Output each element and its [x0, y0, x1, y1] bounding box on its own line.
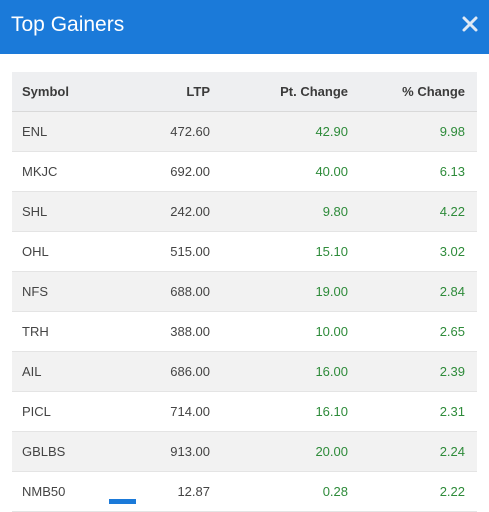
ltp-cell: 242.00 [112, 191, 210, 232]
modal-title: Top Gainers [11, 13, 125, 36]
pct-change-cell: 2.39 [348, 351, 477, 392]
symbol-cell: SHL [12, 191, 112, 232]
ltp-cell: 472.60 [112, 111, 210, 152]
pct-change-cell: 3.02 [348, 231, 477, 272]
table-row[interactable]: TRH 388.00 10.00 2.65 [12, 311, 477, 352]
symbol-cell: NMB50 [12, 471, 112, 512]
ltp-cell: 686.00 [112, 351, 210, 392]
ltp-cell: 515.00 [112, 231, 210, 272]
symbol-cell: NFS [12, 271, 112, 312]
symbol-cell: ENL [12, 111, 112, 152]
pt-change-cell: 10.00 [210, 311, 348, 352]
ltp-cell: 388.00 [112, 311, 210, 352]
column-header-symbol[interactable]: Symbol [12, 72, 112, 112]
pct-change-cell: 2.24 [348, 431, 477, 472]
table-row[interactable]: PICL 714.00 16.10 2.31 [12, 391, 477, 432]
pt-change-cell: 16.00 [210, 351, 348, 392]
pt-change-cell: 20.00 [210, 431, 348, 472]
pct-change-cell: 9.98 [348, 111, 477, 152]
pt-change-cell: 0.28 [210, 471, 348, 512]
pct-change-cell: 6.13 [348, 151, 477, 192]
column-header-pct-change[interactable]: % Change [348, 72, 477, 112]
table-row[interactable]: MKJC 692.00 40.00 6.13 [12, 151, 477, 192]
pt-change-cell: 15.10 [210, 231, 348, 272]
ltp-cell: 688.00 [112, 271, 210, 312]
column-header-pt-change[interactable]: Pt. Change [210, 72, 348, 112]
pct-change-cell: 2.31 [348, 391, 477, 432]
pct-change-cell: 2.22 [348, 471, 477, 512]
table-row[interactable]: SHL 242.00 9.80 4.22 [12, 191, 477, 232]
table-row[interactable]: OHL 515.00 15.10 3.02 [12, 231, 477, 272]
table-row[interactable]: ENL 472.60 42.90 9.98 [12, 111, 477, 152]
ltp-cell: 913.00 [112, 431, 210, 472]
pt-change-cell: 42.90 [210, 111, 348, 152]
pct-change-cell: 2.84 [348, 271, 477, 312]
symbol-cell: MKJC [12, 151, 112, 192]
table-header-row: Symbol LTP Pt. Change % Change [12, 72, 477, 112]
ltp-cell: 692.00 [112, 151, 210, 192]
close-icon[interactable] [461, 15, 479, 33]
symbol-cell: OHL [12, 231, 112, 272]
ltp-cell: 714.00 [112, 391, 210, 432]
symbol-cell: PICL [12, 391, 112, 432]
pt-change-cell: 40.00 [210, 151, 348, 192]
column-header-ltp[interactable]: LTP [112, 72, 210, 112]
table-row[interactable]: AIL 686.00 16.00 2.39 [12, 351, 477, 392]
table-row[interactable]: NFS 688.00 19.00 2.84 [12, 271, 477, 312]
symbol-cell: AIL [12, 351, 112, 392]
pct-change-cell: 2.65 [348, 311, 477, 352]
symbol-cell: GBLBS [12, 431, 112, 472]
pt-change-cell: 9.80 [210, 191, 348, 232]
table-row[interactable]: NMB50 12.87 0.28 2.22 [12, 471, 477, 512]
pt-change-cell: 16.10 [210, 391, 348, 432]
pt-change-cell: 19.00 [210, 271, 348, 312]
table-row[interactable]: GBLBS 913.00 20.00 2.24 [12, 431, 477, 472]
ltp-cell: 12.87 [112, 471, 210, 512]
top-gainers-table: Symbol LTP Pt. Change % Change ENL 472.6… [12, 72, 477, 512]
pct-change-cell: 4.22 [348, 191, 477, 232]
symbol-cell: TRH [12, 311, 112, 352]
bottom-tab-indicator[interactable] [109, 499, 136, 504]
modal-header: Top Gainers [0, 0, 489, 54]
